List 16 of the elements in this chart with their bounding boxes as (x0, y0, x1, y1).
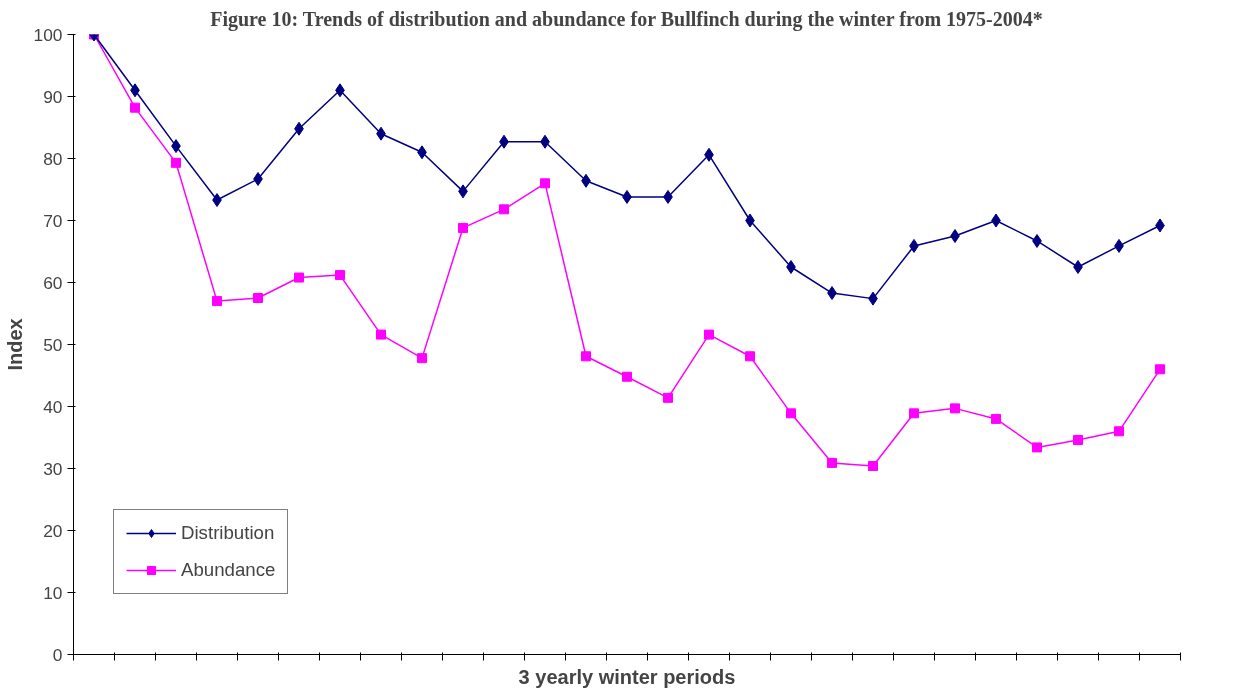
y-tick-label: 60 (43, 272, 63, 293)
y-tick-label: 100 (33, 24, 63, 45)
x-axis-title: 3 yearly winter periods (518, 665, 736, 688)
y-tick-label: 0 (52, 644, 63, 665)
y-tick-label: 20 (43, 520, 63, 541)
y-tick-label: 30 (43, 458, 63, 479)
y-tick-label: 90 (43, 86, 63, 107)
legend-label: Abundance (181, 559, 276, 581)
y-tick-label: 40 (43, 396, 63, 417)
y-tick-label: 10 (43, 582, 63, 603)
y-axis-title: Index (3, 318, 26, 371)
legend-label: Distribution (181, 522, 275, 544)
y-tick-label: 50 (43, 334, 63, 355)
y-tick-label: 70 (43, 210, 63, 231)
chart-title: Figure 10: Trends of distribution and abundance for Bullfinch during the winter from 1975-2004* (210, 7, 1043, 31)
y-tick-label: 80 (43, 148, 63, 169)
